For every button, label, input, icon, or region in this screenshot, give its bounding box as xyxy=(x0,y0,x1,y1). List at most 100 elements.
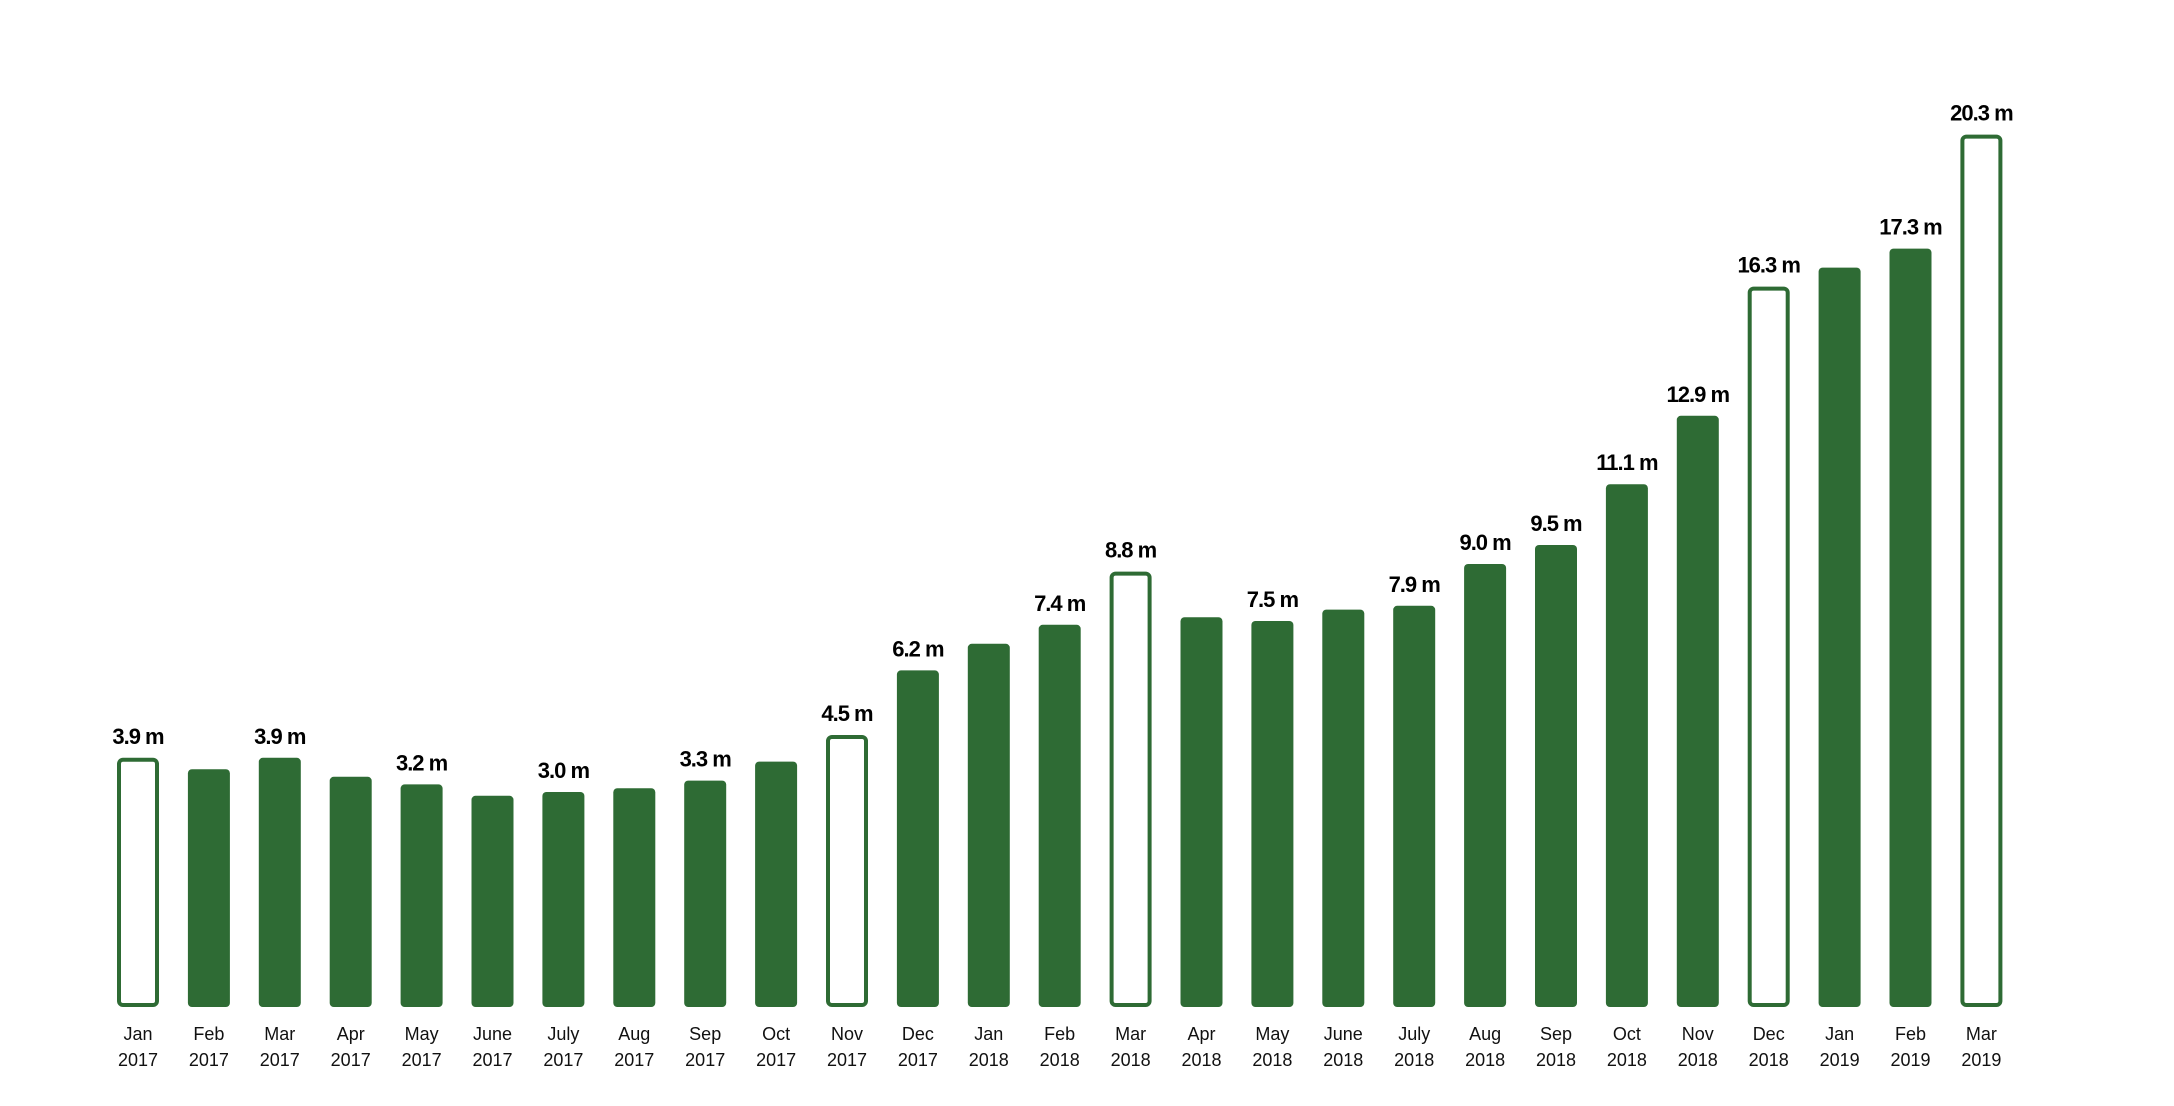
x-tick-year: 2018 xyxy=(1252,1050,1292,1070)
data-label: 4.5 m xyxy=(821,701,873,726)
x-tick-month: Aug xyxy=(618,1024,650,1044)
x-tick-year: 2017 xyxy=(331,1050,371,1070)
data-label: 3.2 m xyxy=(396,750,448,775)
x-tick-year: 2017 xyxy=(118,1050,158,1070)
bar xyxy=(1676,415,1719,1007)
x-tick-year: 2017 xyxy=(898,1050,938,1070)
x-tick-year: 2018 xyxy=(1111,1050,1151,1070)
x-tick-year: 2017 xyxy=(543,1050,583,1070)
data-label: 8.8 m xyxy=(1105,538,1157,563)
x-tick-year: 2019 xyxy=(1820,1050,1860,1070)
bar xyxy=(684,780,727,1007)
bar xyxy=(755,761,798,1007)
x-tick-month: Jan xyxy=(123,1024,152,1044)
data-label: 6.2 m xyxy=(892,636,944,661)
bar-outlined xyxy=(1960,134,2003,1008)
x-tick-year: 2017 xyxy=(472,1050,512,1070)
data-label: 3.3 m xyxy=(680,747,732,772)
bar xyxy=(1464,564,1507,1007)
bar-outlined xyxy=(1747,286,1790,1008)
x-tick-month: Mar xyxy=(1966,1024,1997,1044)
x-tick-month: Feb xyxy=(1895,1024,1926,1044)
x-tick-year: 2018 xyxy=(1394,1050,1434,1070)
x-tick-month: Apr xyxy=(1187,1024,1215,1044)
x-tick-month: June xyxy=(1324,1024,1363,1044)
x-tick-month: Feb xyxy=(1044,1024,1075,1044)
bar xyxy=(1535,545,1577,1007)
x-tick-month: May xyxy=(405,1024,439,1044)
x-tick-month: Jan xyxy=(1825,1024,1854,1044)
x-tick-month: July xyxy=(1398,1024,1430,1044)
data-label: 7.9 m xyxy=(1389,572,1441,597)
x-tick-year: 2017 xyxy=(260,1050,300,1070)
x-tick-month: May xyxy=(1255,1024,1289,1044)
bar xyxy=(1889,248,1932,1008)
x-tick-month: Dec xyxy=(1753,1024,1785,1044)
data-label: 7.5 m xyxy=(1247,587,1299,612)
data-label: 20.3 m xyxy=(1950,101,2013,126)
data-label: 7.4 m xyxy=(1034,591,1086,616)
data-label: 11.1 m xyxy=(1596,450,1658,475)
data-label: 16.3 m xyxy=(1737,253,1800,278)
x-tick-month: Mar xyxy=(264,1024,295,1044)
x-tick-year: 2017 xyxy=(827,1050,867,1070)
x-tick-month: Nov xyxy=(1682,1024,1714,1044)
data-label: 3.9 m xyxy=(112,724,164,749)
x-tick-year: 2018 xyxy=(1678,1050,1718,1070)
data-label: 3.0 m xyxy=(538,758,590,783)
bar xyxy=(1038,624,1081,1007)
x-tick-year: 2018 xyxy=(1465,1050,1505,1070)
bar xyxy=(613,788,656,1007)
x-tick-month: Sep xyxy=(1540,1024,1572,1044)
x-tick-year: 2019 xyxy=(1890,1050,1930,1070)
x-tick-year: 2018 xyxy=(1749,1050,1789,1070)
bar xyxy=(258,757,301,1007)
x-tick-month: Dec xyxy=(902,1024,934,1044)
x-tick-month: Feb xyxy=(193,1024,224,1044)
x-tick-month: Oct xyxy=(762,1024,790,1044)
x-tick-month: Oct xyxy=(1613,1024,1641,1044)
bar xyxy=(967,643,1010,1007)
bar xyxy=(329,776,372,1007)
bar xyxy=(1180,617,1223,1007)
bar xyxy=(1251,621,1294,1007)
x-tick-month: Mar xyxy=(1115,1024,1146,1044)
x-tick-year: 2017 xyxy=(189,1050,229,1070)
x-tick-year: 2018 xyxy=(969,1050,1009,1070)
bar-outlined xyxy=(826,735,868,1007)
data-label: 9.0 m xyxy=(1459,530,1511,555)
x-tick-year: 2017 xyxy=(756,1050,796,1070)
x-tick-year: 2019 xyxy=(1961,1050,2001,1070)
bar xyxy=(896,670,939,1007)
bar xyxy=(1605,484,1648,1007)
x-tick-year: 2018 xyxy=(1040,1050,1080,1070)
x-tick-month: Apr xyxy=(337,1024,365,1044)
x-tick-month: Jan xyxy=(974,1024,1003,1044)
x-tick-year: 2018 xyxy=(1607,1050,1647,1070)
x-tick-year: 2018 xyxy=(1536,1050,1576,1070)
bar xyxy=(187,769,230,1007)
x-tick-year: 2018 xyxy=(1323,1050,1363,1070)
x-tick-month: Sep xyxy=(689,1024,721,1044)
x-tick-month: Aug xyxy=(1469,1024,1501,1044)
bar xyxy=(400,784,443,1007)
x-tick-year: 2017 xyxy=(614,1050,654,1070)
bar xyxy=(471,795,514,1007)
x-tick-year: 2017 xyxy=(402,1050,442,1070)
x-tick-month: June xyxy=(473,1024,512,1044)
bar xyxy=(542,792,585,1007)
bar xyxy=(1322,609,1365,1007)
data-label: 9.5 m xyxy=(1530,511,1582,536)
x-tick-year: 2018 xyxy=(1181,1050,1221,1070)
x-tick-month: July xyxy=(547,1024,579,1044)
data-label: 17.3 m xyxy=(1879,215,1942,240)
x-tick-month: Nov xyxy=(831,1024,863,1044)
bar xyxy=(1818,267,1861,1008)
data-label: 12.9 m xyxy=(1667,382,1730,407)
data-label: 3.9 m xyxy=(254,724,306,749)
bar-outlined xyxy=(1109,571,1152,1007)
bar-outlined xyxy=(117,757,159,1007)
x-tick-year: 2017 xyxy=(685,1050,725,1070)
bar xyxy=(1393,605,1436,1007)
